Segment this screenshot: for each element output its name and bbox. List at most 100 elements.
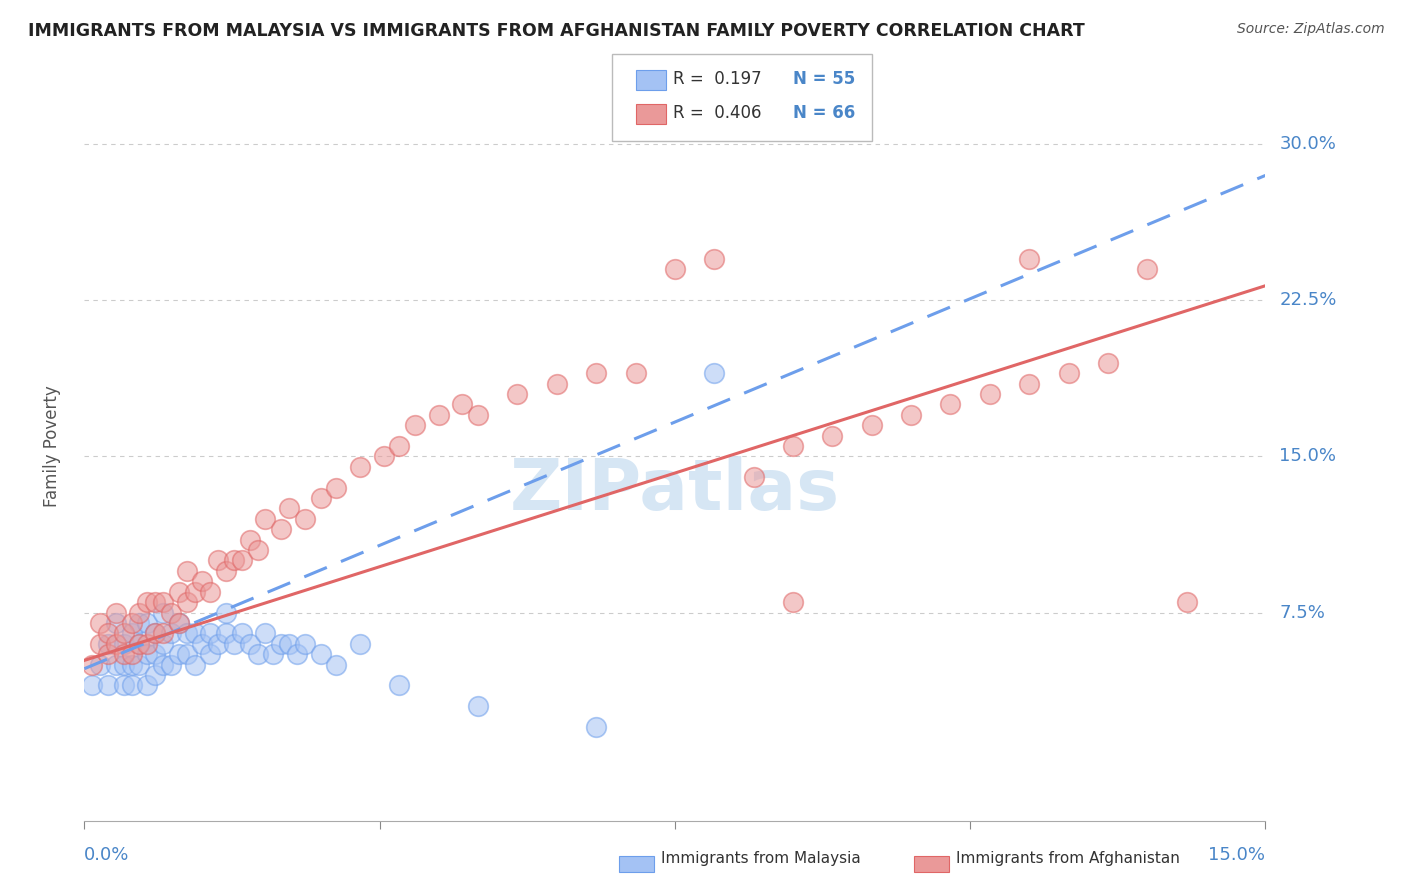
Point <box>1018 252 1040 266</box>
Point <box>325 481 347 495</box>
Text: 7.5%: 7.5% <box>1279 604 1326 622</box>
Point <box>160 606 183 620</box>
Point <box>136 595 159 609</box>
Point <box>136 637 159 651</box>
Point <box>278 637 301 651</box>
Point <box>215 564 238 578</box>
Point <box>152 606 174 620</box>
Point <box>349 637 371 651</box>
Point <box>167 647 190 661</box>
Point <box>200 584 222 599</box>
Point <box>207 553 229 567</box>
Text: ZIPatlas: ZIPatlas <box>510 457 839 525</box>
Point <box>270 637 292 651</box>
Point <box>128 637 150 651</box>
Text: 15.0%: 15.0% <box>1208 846 1265 863</box>
Point <box>1018 376 1040 391</box>
Text: N = 66: N = 66 <box>793 104 855 122</box>
Point <box>104 657 127 672</box>
Point <box>112 647 135 661</box>
Point <box>467 408 489 422</box>
Point <box>222 553 245 567</box>
Point <box>152 595 174 609</box>
Point <box>167 584 190 599</box>
Point <box>239 533 262 547</box>
Point <box>215 626 238 640</box>
Point <box>207 637 229 651</box>
Point <box>176 564 198 578</box>
Point <box>285 647 308 661</box>
Point <box>373 450 395 464</box>
Point <box>231 626 253 640</box>
Point <box>782 595 804 609</box>
Point <box>128 606 150 620</box>
Point <box>860 418 883 433</box>
Point <box>82 657 104 672</box>
Point <box>349 459 371 474</box>
Point <box>703 366 725 380</box>
Point <box>585 720 607 734</box>
Point <box>121 647 143 661</box>
Point <box>143 595 166 609</box>
Point <box>200 626 222 640</box>
Point <box>979 387 1001 401</box>
Point <box>183 584 205 599</box>
Point <box>97 678 120 692</box>
Point <box>104 615 127 630</box>
Point <box>97 647 120 661</box>
Point <box>585 366 607 380</box>
Point <box>325 657 347 672</box>
Point <box>246 647 269 661</box>
Point <box>183 657 205 672</box>
Point <box>231 553 253 567</box>
Point <box>121 657 143 672</box>
Point <box>1057 366 1080 380</box>
Text: 0.0%: 0.0% <box>84 846 129 863</box>
Point <box>152 626 174 640</box>
Point <box>183 626 205 640</box>
Point <box>546 376 568 391</box>
Point <box>104 606 127 620</box>
Point <box>136 678 159 692</box>
Point <box>309 491 332 505</box>
Point <box>143 647 166 661</box>
Point <box>136 615 159 630</box>
Point <box>467 699 489 714</box>
Point <box>176 595 198 609</box>
Point <box>104 637 127 651</box>
Point <box>89 637 111 651</box>
Point <box>427 408 450 422</box>
Point <box>624 366 647 380</box>
Point <box>152 637 174 651</box>
Point <box>97 626 120 640</box>
Point <box>506 387 529 401</box>
Point <box>160 657 183 672</box>
Point <box>112 626 135 640</box>
Text: N = 55: N = 55 <box>793 70 855 88</box>
Point <box>1136 262 1159 277</box>
Point <box>97 637 120 651</box>
Point <box>254 512 277 526</box>
Point <box>451 397 474 411</box>
Point <box>388 678 411 692</box>
Point <box>121 615 143 630</box>
Point <box>176 626 198 640</box>
Y-axis label: Family Poverty: Family Poverty <box>42 385 60 507</box>
Point <box>270 522 292 536</box>
Point <box>404 418 426 433</box>
Text: IMMIGRANTS FROM MALAYSIA VS IMMIGRANTS FROM AFGHANISTAN FAMILY POVERTY CORRELATI: IMMIGRANTS FROM MALAYSIA VS IMMIGRANTS F… <box>28 22 1085 40</box>
Point <box>89 657 111 672</box>
Point <box>82 678 104 692</box>
Point <box>294 512 316 526</box>
Point <box>160 626 183 640</box>
Point <box>939 397 962 411</box>
Point <box>703 252 725 266</box>
Point <box>278 501 301 516</box>
Text: 30.0%: 30.0% <box>1279 136 1336 153</box>
Point <box>309 647 332 661</box>
Text: 22.5%: 22.5% <box>1279 292 1337 310</box>
Point <box>1097 356 1119 370</box>
Point <box>121 678 143 692</box>
Point <box>1175 595 1198 609</box>
Point <box>167 615 190 630</box>
